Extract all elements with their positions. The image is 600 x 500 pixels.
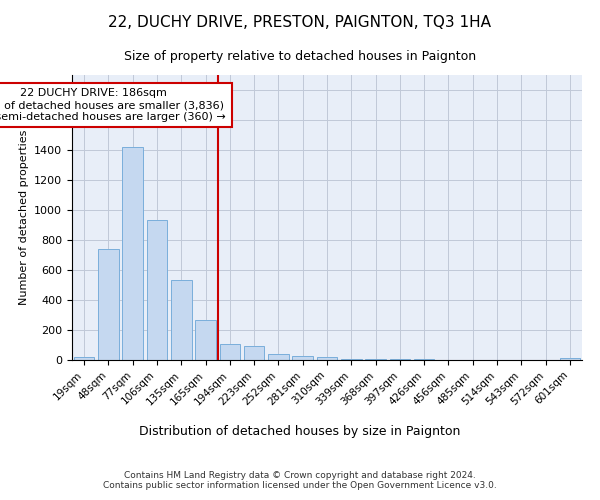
- Bar: [560, 358, 580, 360]
- Text: Distribution of detached houses by size in Paignton: Distribution of detached houses by size …: [139, 425, 461, 438]
- Bar: [74, 357, 94, 360]
- Bar: [292, 356, 313, 360]
- Bar: [98, 249, 119, 360]
- Bar: [146, 220, 167, 360]
- Bar: [195, 320, 216, 360]
- Text: 22 DUCHY DRIVE: 186sqm
← 91% of detached houses are smaller (3,836)
9% of semi-d: 22 DUCHY DRIVE: 186sqm ← 91% of detached…: [0, 88, 226, 122]
- Bar: [220, 344, 240, 360]
- Bar: [244, 346, 265, 360]
- Bar: [414, 359, 434, 360]
- Bar: [171, 280, 191, 360]
- Bar: [341, 358, 362, 360]
- Text: Contains HM Land Registry data © Crown copyright and database right 2024.
Contai: Contains HM Land Registry data © Crown c…: [103, 470, 497, 490]
- Bar: [389, 359, 410, 360]
- Bar: [317, 358, 337, 360]
- Bar: [268, 354, 289, 360]
- Text: Size of property relative to detached houses in Paignton: Size of property relative to detached ho…: [124, 50, 476, 63]
- Bar: [365, 358, 386, 360]
- Text: 22, DUCHY DRIVE, PRESTON, PAIGNTON, TQ3 1HA: 22, DUCHY DRIVE, PRESTON, PAIGNTON, TQ3 …: [109, 15, 491, 30]
- Bar: [122, 147, 143, 360]
- Y-axis label: Number of detached properties: Number of detached properties: [19, 130, 29, 305]
